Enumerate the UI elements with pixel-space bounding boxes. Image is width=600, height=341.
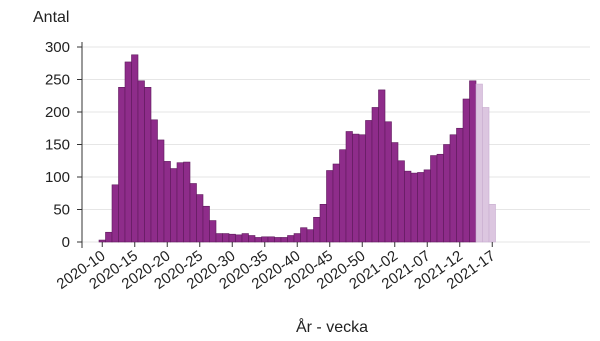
bar-2020-43 xyxy=(313,217,321,243)
bar-2020-49 xyxy=(352,133,360,243)
bar-2020-37 xyxy=(274,237,282,243)
x-axis-title: År - vecka xyxy=(296,317,368,336)
bar-2020-23 xyxy=(183,161,191,243)
bar-2021-12 xyxy=(456,127,464,243)
bar-2021-17 xyxy=(488,204,496,243)
bar-2020-20 xyxy=(163,161,171,243)
bar-2020-42 xyxy=(306,229,314,243)
bar-2020-34 xyxy=(254,237,262,243)
bar-2020-33 xyxy=(248,235,256,243)
bar-2020-10 xyxy=(98,239,106,243)
bar-2020-13 xyxy=(118,87,126,243)
bar-2021-05 xyxy=(410,172,418,243)
bar-2020-15 xyxy=(131,54,139,243)
bar-2020-46 xyxy=(332,163,340,243)
y-tick-label: 0 xyxy=(62,234,70,251)
bar-2021-10 xyxy=(443,144,451,243)
bar-2020-41 xyxy=(300,227,308,243)
bar-2020-30 xyxy=(228,233,236,243)
bar-2020-48 xyxy=(345,131,353,243)
bar-2020-53 xyxy=(378,89,386,243)
bar-2020-18 xyxy=(150,119,158,243)
y-tick-label: 200 xyxy=(45,104,70,121)
bar-2020-50 xyxy=(358,134,366,243)
bar-2020-14 xyxy=(124,61,132,243)
bar-2021-02 xyxy=(391,142,399,243)
bar-2021-03 xyxy=(397,160,405,243)
bar-2020-21 xyxy=(170,168,178,243)
bar-2020-26 xyxy=(202,205,210,243)
bar-2020-39 xyxy=(287,235,295,243)
bar-2020-29 xyxy=(222,233,230,243)
bar-2021-16 xyxy=(482,107,490,243)
bar-2021-11 xyxy=(449,134,457,243)
bar-2020-22 xyxy=(176,162,184,243)
y-tick-labels: 0 50 100 150 200 250 300 xyxy=(45,39,82,251)
bar-2021-08 xyxy=(430,155,438,243)
bar-2020-27 xyxy=(209,220,217,243)
bar-2021-14 xyxy=(469,80,477,243)
y-tick-label: 100 xyxy=(45,169,70,186)
bar-2020-25 xyxy=(196,194,204,243)
bar-2020-17 xyxy=(144,87,152,243)
bar-2020-44 xyxy=(319,204,327,243)
y-axis-title: Antal xyxy=(33,9,69,26)
bar-2021-01 xyxy=(384,121,392,243)
bar-2020-35 xyxy=(261,236,269,243)
bar-2020-28 xyxy=(215,233,223,243)
bar-2021-09 xyxy=(436,153,444,243)
bar-2021-15 xyxy=(475,83,483,243)
bar-2020-16 xyxy=(137,80,145,243)
bar-2020-36 xyxy=(267,236,275,243)
bar-2021-06 xyxy=(417,172,425,243)
y-tick-label: 150 xyxy=(45,137,70,154)
bar-2021-07 xyxy=(423,169,431,243)
bar-2020-31 xyxy=(235,234,243,243)
bar-2021-04 xyxy=(404,170,412,243)
bar-2020-24 xyxy=(189,183,197,243)
bar-2020-45 xyxy=(326,170,334,243)
bar-2020-51 xyxy=(365,120,373,243)
bar-2020-11 xyxy=(105,231,113,243)
bar-2021-13 xyxy=(462,98,470,243)
bar-2020-19 xyxy=(157,139,165,243)
bars xyxy=(98,54,496,243)
bar-2020-38 xyxy=(280,237,288,243)
x-tick-labels: 2020-102020-152020-202020-252020-302020-… xyxy=(54,242,499,293)
bar-2020-32 xyxy=(241,233,249,243)
y-tick-label: 300 xyxy=(45,39,70,56)
y-tick-label: 50 xyxy=(53,202,70,219)
bar-2020-12 xyxy=(111,184,119,243)
bar-2020-52 xyxy=(371,107,379,243)
bar-2020-47 xyxy=(339,149,347,243)
bar-2020-40 xyxy=(293,233,301,243)
y-tick-label: 250 xyxy=(45,72,70,89)
